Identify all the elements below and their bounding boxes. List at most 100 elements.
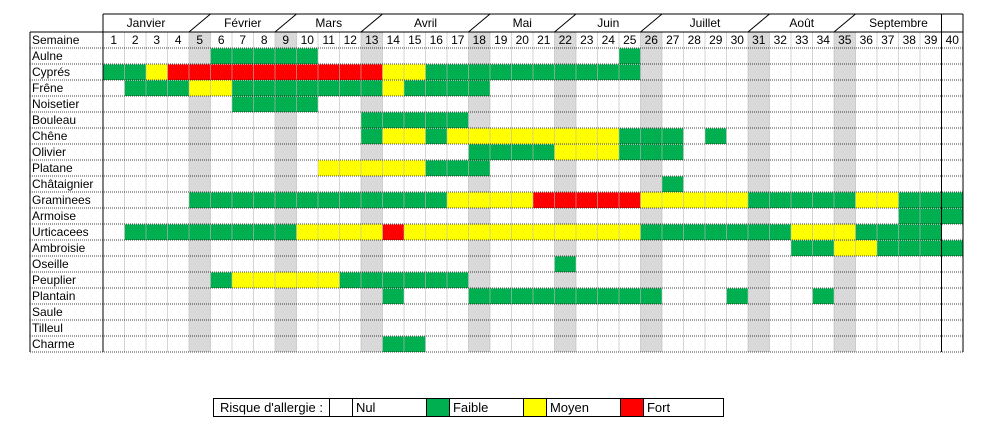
week-label-9: 9 (282, 33, 289, 47)
week-label-30: 30 (731, 33, 745, 47)
month-separator-slash (747, 13, 770, 33)
month-separator-slash (468, 13, 491, 33)
week-label-39: 39 (924, 33, 938, 47)
month-separator-slash (833, 13, 856, 33)
month-label-6: Juillet (690, 16, 721, 30)
week-label-3: 3 (153, 33, 160, 47)
species-label-olivier: Olivier (32, 145, 66, 159)
cell-graminees-6 (898, 192, 963, 208)
month-separator-slash (640, 13, 663, 33)
cell-graminees-3 (640, 192, 748, 208)
cell-peuplier-0 (210, 272, 232, 288)
legend: Risque d'allergie : Nul Faible Moyen For… (213, 398, 724, 417)
week-label-17: 17 (451, 33, 465, 47)
week-label-29: 29 (709, 33, 723, 47)
week-label-11: 11 (323, 33, 336, 47)
cell-plantain-3 (812, 288, 834, 304)
week-label-32: 32 (774, 33, 788, 47)
week-label-38: 38 (903, 33, 917, 47)
month-label-3: Avril (414, 16, 437, 30)
week-label-16: 16 (430, 33, 444, 47)
week-label-31: 31 (752, 33, 766, 47)
month-separator-slash (554, 13, 577, 33)
cell-urticacees-4 (640, 224, 791, 240)
week-label-8: 8 (261, 33, 268, 47)
cell-frêne-2 (232, 80, 383, 96)
species-label-charme: Charme (32, 337, 75, 351)
week-label-15: 15 (408, 33, 422, 47)
species-label-urticacees: Urticacees (32, 225, 89, 239)
cell-frêne-3 (382, 80, 404, 96)
cell-bouleau-0 (361, 112, 469, 128)
month-label-1: Février (224, 16, 261, 30)
species-label-frêne: Frêne (32, 81, 64, 95)
legend-text-moyen: Moyen (547, 399, 621, 416)
species-label-oseille: Oseille (32, 257, 69, 271)
month-label-0: Janvier (127, 16, 166, 30)
cell-chêne-4 (619, 128, 684, 144)
week-label-35: 35 (838, 33, 852, 47)
cell-chêne-5 (705, 128, 727, 144)
cell-olivier-2 (619, 144, 684, 160)
species-label-platane: Platane (32, 161, 73, 175)
cell-platane-1 (425, 160, 490, 176)
week-label-33: 33 (795, 33, 809, 47)
week-label-36: 36 (860, 33, 874, 47)
cell-peuplier-1 (232, 272, 340, 288)
week-label-28: 28 (688, 33, 702, 47)
month-label-8: Septembre (869, 16, 928, 30)
legend-label: Risque d'allergie : (214, 399, 330, 416)
cell-platane-0 (318, 160, 426, 176)
legend-swatch-moyen (523, 399, 547, 416)
cell-châtaignier-0 (662, 176, 684, 192)
week-label-6: 6 (218, 33, 225, 47)
species-label-chêne: Chêne (32, 129, 68, 143)
week-label-2: 2 (132, 33, 139, 47)
cell-chêne-2 (425, 128, 447, 144)
month-label-4: Mai (513, 16, 532, 30)
legend-text-faible: Faible (450, 399, 524, 416)
species-label-cyprés: Cyprés (32, 65, 70, 79)
cell-plantain-0 (382, 288, 404, 304)
week-label-10: 10 (301, 33, 315, 47)
week-label-27: 27 (666, 33, 680, 47)
legend-text-nul: Nul (353, 399, 427, 416)
species-label-peuplier: Peuplier (32, 273, 76, 287)
month-separator-slash (360, 13, 383, 33)
week-label-19: 19 (494, 33, 508, 47)
species-label-plantain: Plantain (32, 289, 75, 303)
cell-aulne-0 (210, 48, 318, 64)
week-label-21: 21 (537, 33, 551, 47)
week-label-23: 23 (580, 33, 594, 47)
legend-swatch-faible (426, 399, 450, 416)
week-label-13: 13 (365, 33, 379, 47)
week-label-1: 1 (110, 33, 117, 47)
week-label-34: 34 (817, 33, 831, 47)
week-label-37: 37 (881, 33, 895, 47)
legend-swatch-nul (329, 399, 353, 416)
week-label-18: 18 (473, 33, 487, 47)
cell-graminees-2 (533, 192, 641, 208)
month-separator-slash (188, 13, 211, 33)
cell-aulne-1 (619, 48, 641, 64)
month-label-5: Juin (597, 16, 619, 30)
cell-urticacees-5 (791, 224, 856, 240)
pollen-heatmap-chart: Janvier Février Mars Avril Mai Juin Juillet Aoû… (29, 13, 964, 353)
month-label-7: Août (789, 16, 814, 30)
cell-chêne-0 (361, 128, 383, 144)
row-header-label: Semaine (32, 33, 80, 47)
week-label-40: 40 (946, 33, 960, 47)
week-label-5: 5 (196, 33, 203, 47)
species-label-bouleau: Bouleau (32, 113, 76, 127)
week-label-4: 4 (175, 33, 182, 47)
legend-text-fort: Fort (646, 400, 671, 415)
cell-armoise-0 (898, 208, 963, 224)
cell-olivier-1 (554, 144, 619, 160)
cell-graminees-4 (748, 192, 856, 208)
week-label-22: 22 (559, 33, 573, 47)
month-separator-slash (274, 13, 297, 33)
cell-urticacees-2 (382, 224, 404, 240)
cell-cyprés-1 (146, 64, 168, 80)
species-label-noisetier: Noisetier (32, 97, 79, 111)
week-label-20: 20 (516, 33, 530, 47)
